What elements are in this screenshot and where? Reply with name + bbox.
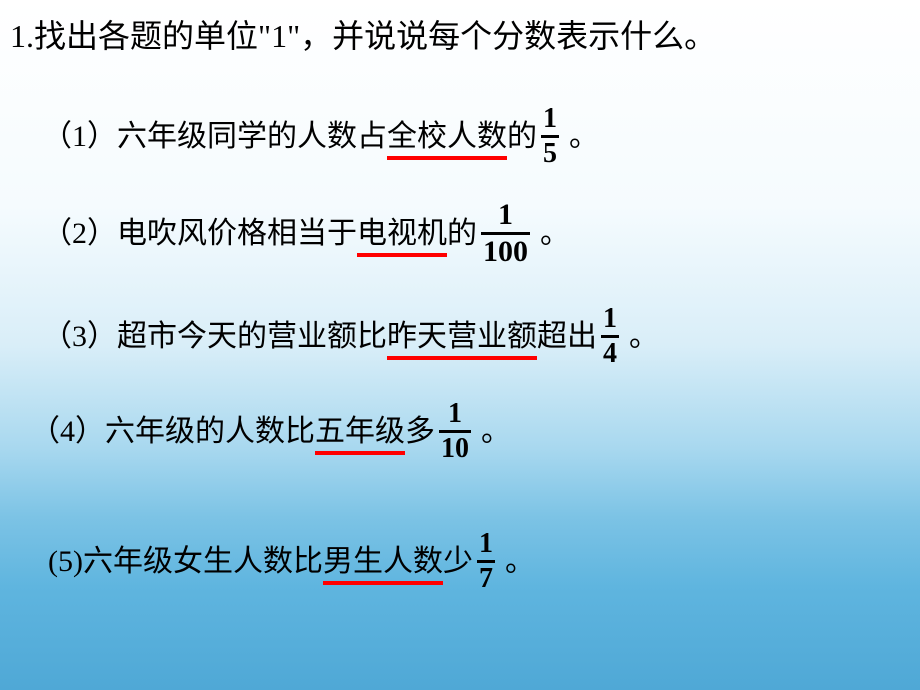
fraction-denominator: 4 bbox=[601, 340, 619, 368]
underline-line bbox=[323, 581, 443, 585]
fraction-numerator: 1 bbox=[496, 200, 515, 230]
item-post-text: 的 bbox=[507, 117, 537, 156]
unit-one-text: 昨天营业额 bbox=[387, 317, 537, 356]
question-item: （3）超市今天的营业额比昨天营业额超出14。 bbox=[42, 305, 659, 368]
item-pre-text: 超市今天的营业额比 bbox=[117, 317, 387, 356]
underline-line bbox=[387, 356, 537, 360]
item-tail: 。 bbox=[629, 317, 659, 356]
item-pre-text: 六年级同学的人数占 bbox=[117, 117, 387, 156]
unit-one-text: 男生人数 bbox=[323, 542, 443, 581]
unit-one-text: 全校人数 bbox=[387, 117, 507, 156]
fraction-denominator: 7 bbox=[477, 565, 495, 593]
fraction-numerator: 1 bbox=[541, 105, 559, 133]
fraction: 1100 bbox=[481, 200, 530, 267]
item-pre-text: 电吹风价格相当于 bbox=[117, 214, 357, 253]
unit-one-text: 五年级 bbox=[315, 412, 405, 451]
unit-one-underline: 男生人数 bbox=[323, 542, 443, 581]
fraction-denominator: 10 bbox=[439, 435, 471, 463]
unit-one-text: 电视机 bbox=[357, 214, 447, 253]
question-item: （1）六年级同学的人数占全校人数的15。 bbox=[42, 105, 599, 168]
item-post-text: 超出 bbox=[537, 317, 597, 356]
question-item: （2）电吹风价格相当于电视机的1100。 bbox=[42, 200, 570, 267]
underline-line bbox=[387, 156, 507, 160]
item-pre-text: 六年级的人数比 bbox=[105, 412, 315, 451]
item-post-text: 的 bbox=[447, 214, 477, 253]
unit-one-underline: 电视机 bbox=[357, 214, 447, 253]
fraction: 17 bbox=[477, 530, 495, 593]
unit-one-underline: 昨天营业额 bbox=[387, 317, 537, 356]
item-label: （3） bbox=[42, 317, 117, 356]
fraction-numerator: 1 bbox=[446, 400, 464, 428]
item-tail: 。 bbox=[481, 412, 511, 451]
item-pre-text: 六年级女生人数比 bbox=[83, 542, 323, 581]
fraction: 110 bbox=[439, 400, 471, 463]
item-label: （2） bbox=[42, 214, 117, 253]
item-label: （4） bbox=[30, 412, 105, 451]
fraction-denominator: 100 bbox=[481, 237, 530, 267]
question-item: (5) 六年级女生人数比男生人数少17。 bbox=[48, 530, 535, 593]
item-post-text: 多 bbox=[405, 412, 435, 451]
item-post-text: 少 bbox=[443, 542, 473, 581]
item-label: (5) bbox=[48, 542, 83, 581]
underline-line bbox=[357, 253, 447, 257]
item-tail: 。 bbox=[505, 542, 535, 581]
fraction-denominator: 5 bbox=[541, 140, 559, 168]
fraction: 14 bbox=[601, 305, 619, 368]
item-label: （1） bbox=[42, 117, 117, 156]
underline-line bbox=[315, 451, 405, 455]
page-title: 1.找出各题的单位"1"，并说说每个分数表示什么。 bbox=[10, 12, 890, 60]
unit-one-underline: 全校人数 bbox=[387, 117, 507, 156]
fraction-numerator: 1 bbox=[601, 305, 619, 333]
fraction-numerator: 1 bbox=[477, 530, 495, 558]
item-tail: 。 bbox=[540, 214, 570, 253]
item-tail: 。 bbox=[569, 117, 599, 156]
question-item: （4）六年级的人数比五年级多110。 bbox=[30, 400, 511, 463]
fraction: 15 bbox=[541, 105, 559, 168]
unit-one-underline: 五年级 bbox=[315, 412, 405, 451]
